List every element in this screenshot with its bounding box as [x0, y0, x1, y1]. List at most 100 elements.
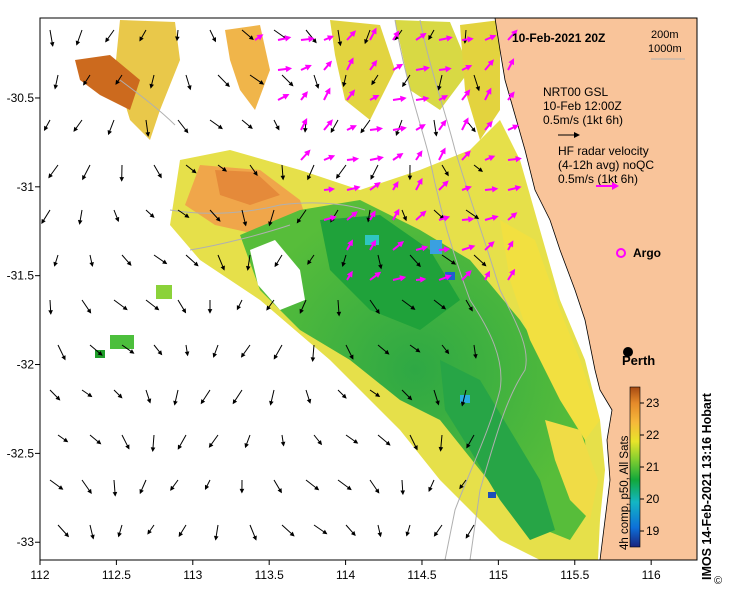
radar-vector-head	[514, 185, 522, 192]
radar-vector-head	[374, 271, 382, 278]
model-vector-head	[253, 170, 258, 176]
radar-vector-head	[308, 36, 315, 43]
x-tick-label: 115	[489, 568, 508, 582]
radar-vector-head	[397, 241, 405, 248]
model-vector-head	[145, 132, 150, 137]
model-vector-head	[335, 173, 341, 179]
x-tick-label: 115.5	[560, 568, 589, 582]
model-vector-head	[244, 442, 249, 449]
model-vector-head	[53, 261, 58, 267]
radar-vector-head	[372, 94, 380, 101]
model-vector-head	[460, 401, 466, 407]
radar-vector-head	[369, 210, 376, 218]
model-vector-head	[217, 124, 223, 130]
model-vector-head	[375, 308, 380, 315]
model-vector-head	[366, 217, 372, 223]
model-vector-head	[117, 532, 122, 538]
model-vector-head	[215, 216, 221, 222]
model-vector-head	[55, 395, 61, 401]
model-vector-head	[139, 36, 144, 42]
model-vector-head	[184, 351, 190, 357]
model-vector-head	[236, 305, 242, 311]
model-vector-head	[428, 486, 433, 492]
model-vector-head	[402, 81, 407, 88]
model-vector-head	[150, 447, 156, 453]
model-vector-head	[220, 265, 225, 271]
model-vector-head	[474, 214, 480, 220]
radar-vector-head	[445, 66, 452, 73]
model-vector-head	[232, 399, 238, 405]
colorbar-tick-label: 19	[646, 524, 660, 538]
model-vector-head	[475, 86, 480, 92]
model-vector-head	[75, 40, 81, 46]
radar-vector-head	[464, 89, 471, 97]
argo-label: Argo	[633, 246, 661, 260]
model-vector-head	[342, 82, 347, 88]
model-vector-head	[41, 218, 46, 225]
radar-vector-head	[347, 57, 354, 65]
radar-vector-head	[348, 89, 356, 97]
radar-vector-head	[467, 36, 474, 43]
model-vector-head	[178, 531, 184, 537]
model-vector-head	[441, 304, 447, 310]
model-vector-head	[428, 34, 433, 41]
model-vector-head	[296, 218, 302, 224]
bathymetry-contours	[119, 19, 527, 560]
hf-legend-line3: 0.5m/s (1kt 6h)	[558, 172, 638, 186]
radar-vector-head	[465, 65, 473, 71]
model-vector-head	[459, 484, 464, 490]
model-vector-head	[341, 261, 346, 268]
model-vector-head	[77, 219, 83, 225]
model-vector-head	[378, 264, 383, 270]
model-vector-head	[413, 445, 418, 451]
credit-caption: IMOS 14-Feb-2021 13:16 Hobart	[700, 393, 714, 580]
model-vector-head	[273, 354, 279, 360]
radar-vector-head	[349, 125, 357, 131]
model-vector-head	[175, 36, 180, 42]
colorbar-tick-label: 23	[646, 396, 660, 410]
model-vector-head	[87, 488, 92, 495]
radar-vector-head	[508, 58, 515, 66]
nrt-legend-line1: NRT00 GSL	[543, 85, 608, 99]
radar-vector-head	[488, 155, 496, 162]
colorbar-tick-label: 22	[646, 428, 660, 442]
model-vector-head	[371, 80, 376, 86]
perth-marker[interactable]	[623, 347, 633, 357]
model-vector-head	[280, 441, 286, 447]
model-vector-head	[247, 124, 253, 129]
colorbar-tick-label: 20	[646, 492, 660, 506]
radar-vector-head	[442, 180, 449, 187]
radar-vector-head	[421, 245, 429, 252]
y-tick-label: -30.5	[7, 91, 35, 105]
model-vector-head	[58, 485, 64, 490]
model-vector-head	[240, 352, 246, 358]
radar-vector-head	[399, 275, 407, 282]
radar-vector-head	[509, 268, 516, 276]
model-vector-head	[191, 168, 197, 174]
radar-vector-head	[400, 125, 407, 132]
model-vector-head	[258, 80, 265, 85]
radar-vector-head	[396, 153, 404, 160]
model-vector-head	[370, 174, 375, 180]
map-title: 10-Feb-2021 20Z	[512, 31, 605, 45]
model-vector-head	[289, 531, 295, 537]
y-tick-label: -32	[17, 358, 35, 372]
model-vector-head	[213, 535, 219, 541]
model-vector-head	[466, 443, 471, 449]
argo-marker[interactable]	[616, 248, 626, 258]
model-vector-head	[96, 439, 102, 445]
model-vector-head	[374, 488, 380, 494]
model-vector-head	[149, 213, 155, 218]
model-vector-head	[115, 79, 120, 85]
x-tick-label: 113	[183, 568, 202, 582]
model-vector-head	[444, 349, 450, 355]
contour-legend-200m: 200m	[651, 29, 679, 41]
radar-vector-head	[328, 154, 336, 161]
radar-vector-head	[464, 185, 472, 192]
radar-vector-head	[304, 149, 311, 157]
y-tick-label: -31	[17, 180, 35, 194]
radar-vector-head	[346, 270, 353, 278]
radar-vector-head	[349, 30, 357, 37]
model-vector-head	[468, 306, 473, 312]
model-vector-head	[183, 128, 189, 134]
